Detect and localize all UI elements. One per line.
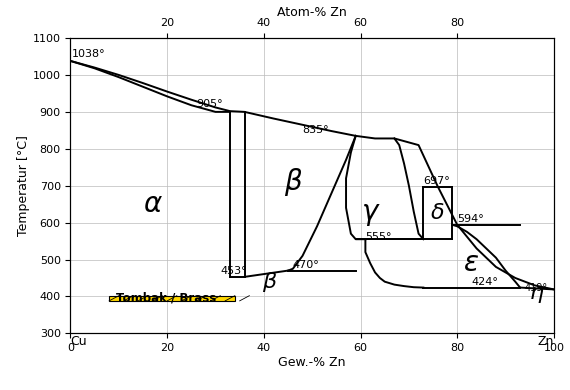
Text: 905°: 905° [196, 99, 223, 109]
Text: Tombak / Brass: Tombak / Brass [116, 292, 216, 305]
Text: 697°: 697° [424, 176, 450, 186]
Text: 419°: 419° [525, 283, 548, 293]
Text: β: β [284, 168, 302, 196]
Y-axis label: Temperatur [°C]: Temperatur [°C] [17, 135, 30, 236]
X-axis label: Atom-% Zn: Atom-% Zn [278, 5, 347, 19]
Text: Cu: Cu [71, 335, 87, 348]
X-axis label: Gew.-% Zn: Gew.-% Zn [279, 356, 346, 369]
Bar [109, 296, 235, 301]
Text: Zn: Zn [538, 335, 554, 348]
Text: 453°: 453° [221, 266, 247, 276]
Text: δ: δ [431, 203, 445, 223]
Text: ε: ε [464, 249, 479, 277]
Text: α: α [144, 190, 162, 218]
Text: 470°: 470° [293, 260, 320, 270]
Text: 835°: 835° [303, 125, 329, 135]
Text: γ: γ [362, 198, 378, 225]
Text: 555°: 555° [365, 232, 392, 242]
Text: 424°: 424° [472, 277, 499, 287]
Text: η: η [530, 283, 544, 303]
Text: 594°: 594° [457, 214, 484, 224]
Text: 1038°: 1038° [72, 49, 105, 59]
Text: β: β [262, 272, 276, 292]
